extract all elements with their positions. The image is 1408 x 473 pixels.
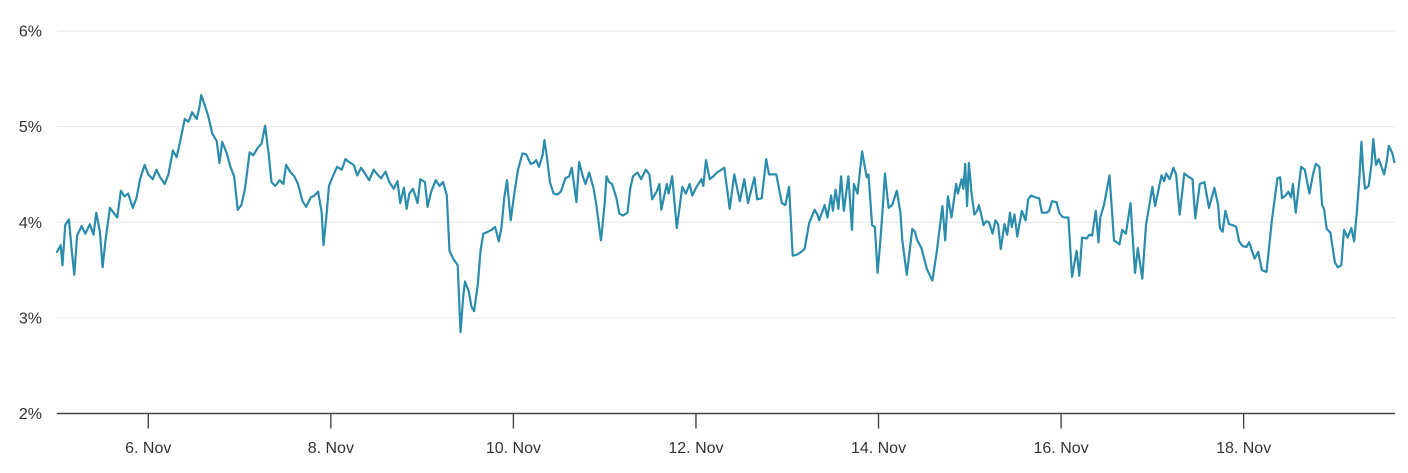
y-axis-label: 4% — [19, 215, 42, 232]
y-axis-label: 6% — [19, 24, 42, 41]
x-axis-label: 16. Nov — [1034, 440, 1089, 457]
y-axis-label: 5% — [19, 119, 42, 136]
x-axis-label: 18. Nov — [1216, 440, 1271, 457]
x-axis-label: 10. Nov — [486, 440, 541, 457]
x-axis-label: 8. Nov — [308, 440, 354, 457]
y-axis-label: 2% — [19, 406, 42, 423]
x-axis-label: 12. Nov — [668, 440, 723, 457]
y-axis-label: 3% — [19, 310, 42, 327]
x-axis-label: 14. Nov — [851, 440, 906, 457]
x-axis-label: 6. Nov — [125, 440, 171, 457]
series-line — [55, 94, 1396, 334]
